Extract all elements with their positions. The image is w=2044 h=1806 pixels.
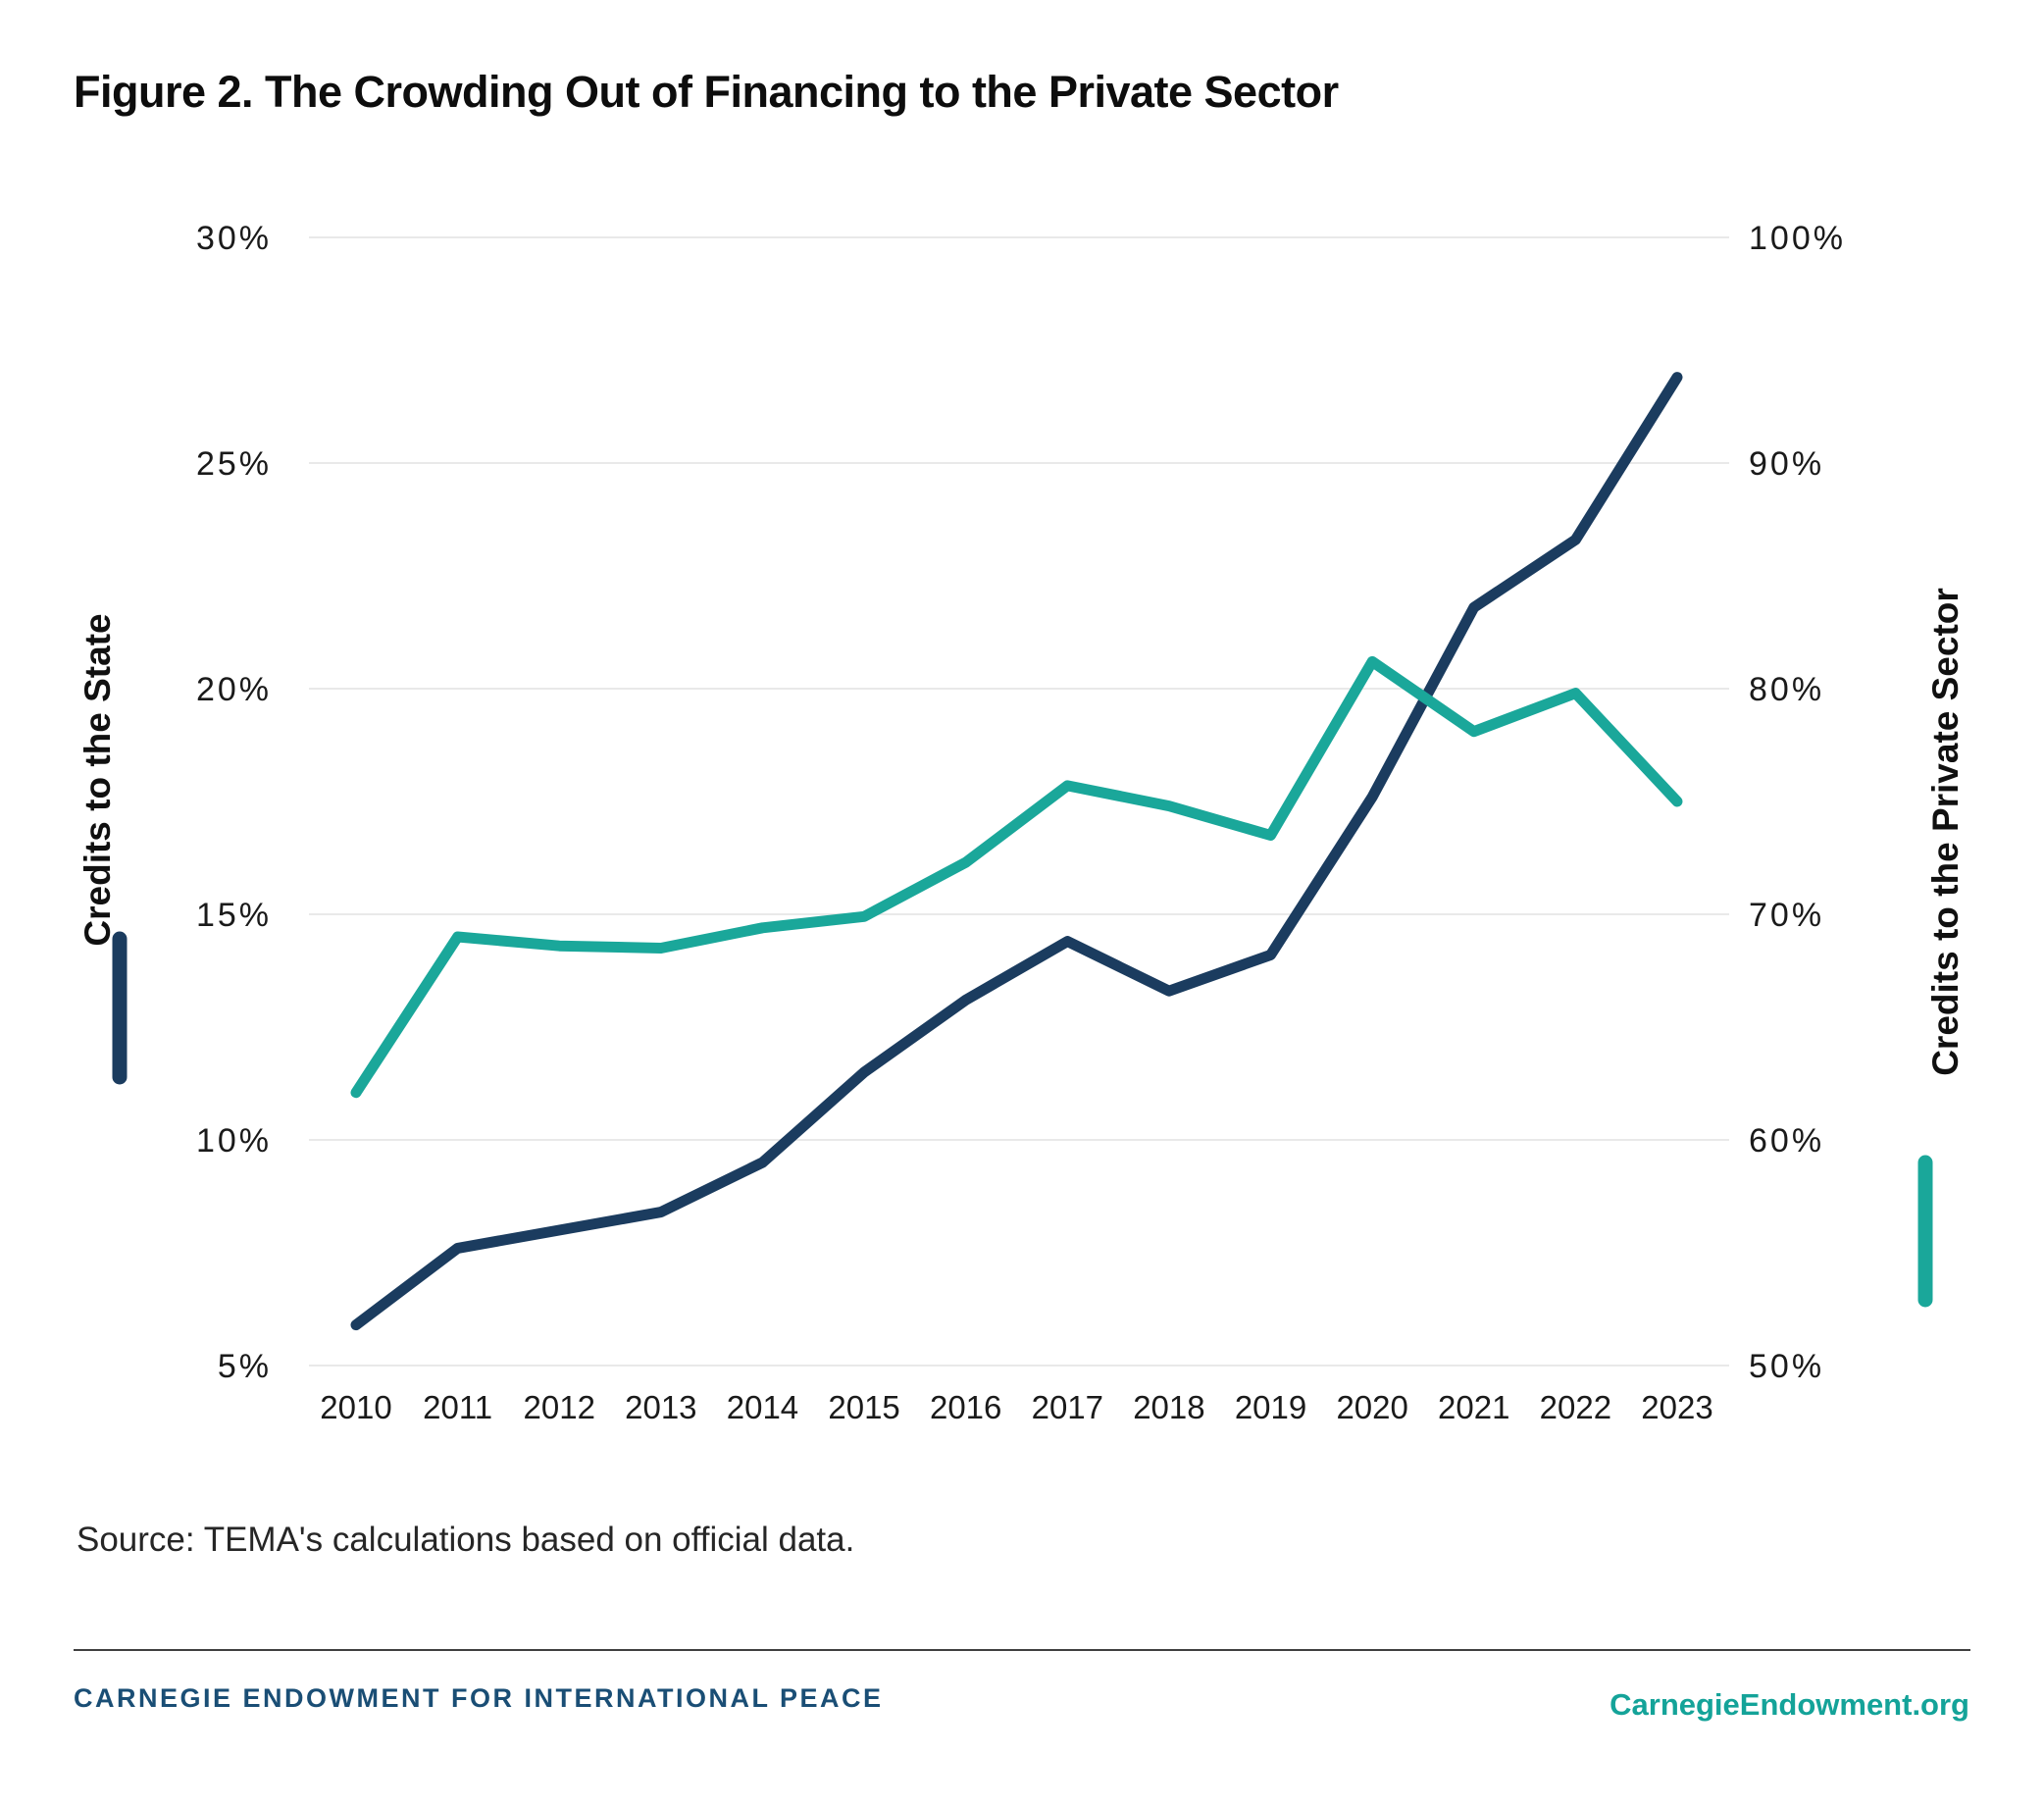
left-tick-label: 25% — [196, 445, 272, 483]
x-tick-label: 2012 — [524, 1389, 595, 1425]
x-tick-label: 2021 — [1438, 1389, 1509, 1425]
left-tick-label: 5% — [218, 1348, 272, 1385]
x-tick-label: 2016 — [930, 1389, 1001, 1425]
x-tick-label: 2015 — [828, 1389, 899, 1425]
left-tick-label: 30% — [196, 220, 272, 257]
footer-brand: CARNEGIE ENDOWMENT FOR INTERNATIONAL PEA… — [74, 1683, 884, 1713]
state-line — [350, 372, 1683, 1331]
right-tick-label: 100% — [1749, 220, 1846, 257]
x-tick-label: 2020 — [1336, 1389, 1407, 1425]
left-tick-label: 10% — [196, 1122, 272, 1160]
x-tick-label: 2022 — [1540, 1389, 1611, 1425]
x-tick-label: 2014 — [727, 1389, 798, 1425]
private-line — [350, 655, 1683, 1099]
footer-divider — [74, 1649, 1970, 1651]
left-tick-label: 20% — [196, 671, 272, 708]
right-tick-label: 90% — [1749, 445, 1824, 483]
chart-title: Figure 2. The Crowding Out of Financing … — [74, 67, 1339, 117]
footer-url-link[interactable]: CarnegieEndowment.org — [1610, 1687, 1969, 1722]
x-tick-label: 2019 — [1235, 1389, 1306, 1425]
right-axis-title: Credits to the Private Sector — [1925, 588, 1966, 1076]
right-tick-label: 80% — [1749, 671, 1824, 708]
right-tick-label: 50% — [1749, 1348, 1824, 1385]
x-tick-label: 2010 — [320, 1389, 391, 1425]
x-tick-label: 2018 — [1133, 1389, 1204, 1425]
left-tick-label: 15% — [196, 897, 272, 934]
left-axis-title: Credits to the State — [77, 613, 118, 946]
source-note: Source: TEMA's calculations based on off… — [77, 1521, 855, 1559]
right-tick-label: 70% — [1749, 897, 1824, 934]
x-tick-label: 2011 — [423, 1389, 492, 1425]
x-tick-label: 2013 — [625, 1389, 696, 1425]
x-tick-label: 2017 — [1032, 1389, 1103, 1425]
right-tick-label: 60% — [1749, 1122, 1824, 1160]
x-tick-label: 2023 — [1641, 1389, 1712, 1425]
